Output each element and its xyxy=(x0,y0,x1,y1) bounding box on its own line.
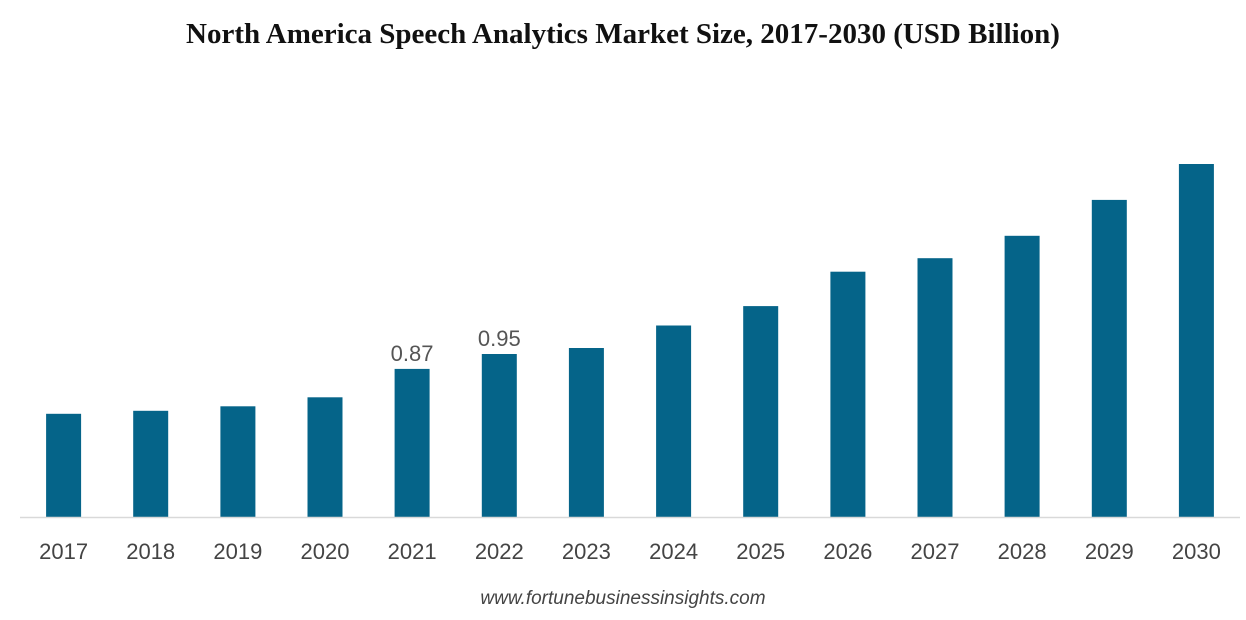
bar-2030 xyxy=(1178,164,1214,517)
bar-chart: 2017 2018 2019 2020 2021 2022 2023 2024 2025 2026… xyxy=(20,164,1240,564)
x-tick-label-2030: 2030 xyxy=(1172,539,1221,564)
x-tick-label-2020: 2020 xyxy=(301,539,350,564)
bars xyxy=(46,164,1214,518)
x-tick-label-2018: 2018 xyxy=(126,539,175,564)
data-label-2022: 0.95 xyxy=(478,326,521,351)
x-tick-label-2017: 2017 xyxy=(39,539,88,564)
x-tick-label-2019: 2019 xyxy=(213,539,262,564)
x-tick-label-2023: 2023 xyxy=(562,539,611,564)
bar-2020 xyxy=(307,397,343,517)
bar-2027 xyxy=(917,258,953,517)
x-tick-label-2024: 2024 xyxy=(649,539,698,564)
bar-2026 xyxy=(830,271,866,517)
x-tick-label-2022: 2022 xyxy=(475,539,524,564)
x-tick-label-2021: 2021 xyxy=(388,539,437,564)
data-labels: 0.87 0.95 xyxy=(391,326,521,366)
bar-2028 xyxy=(1004,235,1040,518)
x-tick-label-2028: 2028 xyxy=(998,539,1047,564)
bar-2022 xyxy=(481,354,517,517)
x-axis-tick-labels: 2017 2018 2019 2020 2021 2022 2023 2024 2025 2026… xyxy=(39,539,1221,564)
bar-2021 xyxy=(394,368,430,517)
bar-2029 xyxy=(1091,199,1127,517)
x-tick-label-2025: 2025 xyxy=(736,539,785,564)
x-tick-label-2029: 2029 xyxy=(1085,539,1134,564)
bar-2018 xyxy=(133,410,169,517)
bar-2024 xyxy=(656,325,692,517)
bar-2025 xyxy=(743,306,779,517)
x-tick-label-2026: 2026 xyxy=(823,539,872,564)
chart-title: North America Speech Analytics Market Si… xyxy=(186,18,1060,50)
x-tick-label-2027: 2027 xyxy=(911,539,960,564)
source-credit: www.fortunebusinessinsights.com xyxy=(480,588,766,609)
data-label-2021: 0.87 xyxy=(391,341,434,366)
bar-2017 xyxy=(46,413,82,517)
bar-2019 xyxy=(220,406,256,517)
bar-2023 xyxy=(568,348,604,517)
